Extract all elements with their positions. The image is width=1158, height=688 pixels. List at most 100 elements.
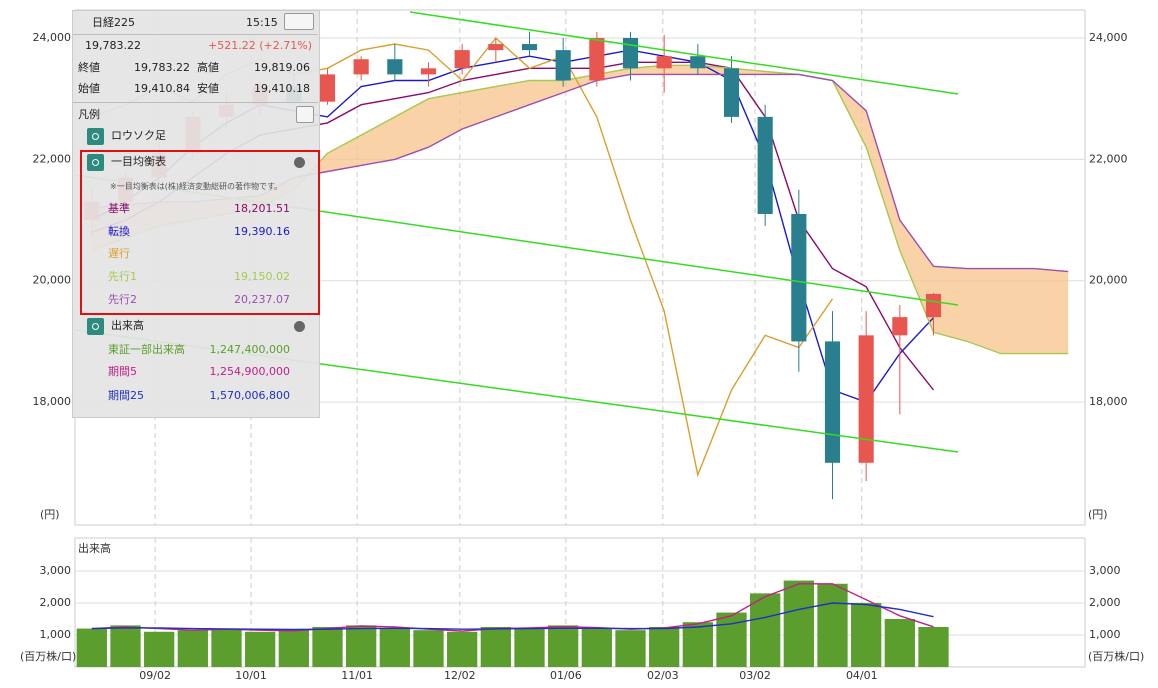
plot-layer: 18,000 18,000 20,000 20,000 22,000 22,000 24,0… (33, 10, 1128, 682)
close-button[interactable] (294, 321, 305, 332)
value: 19,783.22 (134, 61, 190, 74)
series-value: 19,390.16 (234, 225, 290, 238)
volume-bar (548, 625, 579, 667)
candle-body (824, 341, 841, 463)
legend-title: 凡例 (78, 108, 100, 121)
series-label: 遅行 (108, 247, 130, 260)
volume-bar (110, 625, 141, 667)
series-label: 先行1 (108, 270, 137, 283)
volume-bar (682, 622, 713, 667)
series-value: 1,254,900,000 (209, 365, 290, 378)
gear-icon[interactable] (87, 128, 104, 145)
candle-body (555, 50, 571, 81)
x-tick-label: 03/02 (739, 669, 771, 682)
candle-body (757, 116, 773, 214)
candle-body (521, 44, 538, 51)
volume-bar (817, 583, 848, 667)
series-value: 19,150.02 (234, 270, 290, 283)
candle-body (892, 317, 908, 336)
series-value: 20,237.07 (234, 293, 290, 306)
candle-body (656, 56, 672, 69)
series-label: 期間25 (108, 389, 144, 402)
y-tick-label: 1,000 (40, 628, 72, 641)
x-tick-label: 12/02 (444, 669, 476, 682)
series-value: 1,247,400,000 (209, 343, 290, 356)
legend-item: 一目均衡表 (111, 155, 166, 168)
candle-body (387, 59, 403, 75)
candle-body (925, 293, 942, 318)
volume-bar (615, 630, 646, 667)
volume-bar (851, 602, 882, 667)
volume-bar (480, 626, 511, 667)
y-unit: (円) (1088, 508, 1108, 521)
candle-body (319, 74, 336, 102)
candle-body (420, 68, 437, 75)
x-tick-label: 11/01 (341, 669, 373, 682)
series-value: 18,201.51 (234, 202, 290, 215)
candle-body (690, 56, 706, 69)
volume-bar (379, 628, 410, 667)
volume-bar (76, 628, 107, 667)
y-tick-label: 20,000 (33, 274, 72, 287)
x-tick-label: 04/01 (846, 669, 878, 682)
x-tick-label: 09/02 (139, 669, 171, 682)
price: 19,783.22 (85, 39, 141, 52)
value: 19,819.06 (254, 61, 310, 74)
volume-bar (716, 612, 747, 667)
volume-bar (447, 631, 478, 667)
y-tick-label: 24,000 (33, 31, 72, 44)
gear-icon[interactable] (87, 318, 104, 335)
series-label: 期間5 (108, 365, 137, 378)
panel-buttons[interactable] (284, 13, 314, 30)
series-label: 基準 (108, 202, 130, 215)
label: 始値 (78, 82, 100, 95)
y-unit: (百万株/口) (1088, 649, 1144, 663)
volume-bar (278, 630, 309, 667)
series-label: 先行2 (108, 293, 137, 306)
x-tick-label: 01/06 (550, 669, 582, 682)
y-tick-label: 22,000 (1089, 152, 1128, 165)
volume-bar (750, 593, 781, 667)
series-line (91, 602, 934, 631)
volume-bar (884, 618, 915, 667)
highlight-box (80, 150, 320, 315)
volume-bar (211, 628, 242, 667)
panel-divider (73, 34, 318, 35)
gear-icon[interactable] (87, 154, 104, 171)
symbol: 日経225 (92, 16, 135, 29)
volume-bar (245, 631, 276, 667)
y-unit: (円) (40, 508, 60, 521)
cloud (91, 65, 1069, 354)
label: 高値 (197, 61, 219, 74)
label: 終値 (78, 61, 100, 74)
candle-body (858, 335, 874, 463)
volume-bar (144, 631, 175, 667)
series-label: 転換 (108, 225, 130, 238)
close-button[interactable] (294, 157, 305, 168)
legend-item: ロウソク足 (111, 129, 166, 142)
volume-bar (918, 626, 949, 667)
note: ※一目均衡表は(株)経済変動総研の著作物です。 (110, 182, 283, 191)
collapse-button[interactable] (296, 106, 314, 123)
y-tick-label: 1,000 (1089, 628, 1121, 641)
panel-divider (73, 102, 318, 103)
volume-bar (783, 580, 814, 667)
volume-title: 出来高 (78, 541, 111, 555)
candle-body (723, 68, 740, 117)
volume-bar (346, 625, 377, 667)
volume-bar (649, 626, 680, 667)
candle-body (791, 213, 807, 342)
y-tick-label: 3,000 (40, 564, 72, 577)
x-tick-label: 02/03 (647, 669, 679, 682)
candle-body (488, 44, 504, 51)
y-tick-label: 2,000 (40, 596, 72, 609)
y-tick-label: 3,000 (1089, 564, 1121, 577)
series-label: 東証一部出来高 (108, 343, 185, 356)
candle-body (622, 37, 639, 69)
y-tick-label: 18,000 (1089, 395, 1128, 408)
legend-item: 出来高 (111, 319, 144, 332)
volume-bar (413, 630, 444, 667)
y-tick-label: 18,000 (33, 395, 72, 408)
